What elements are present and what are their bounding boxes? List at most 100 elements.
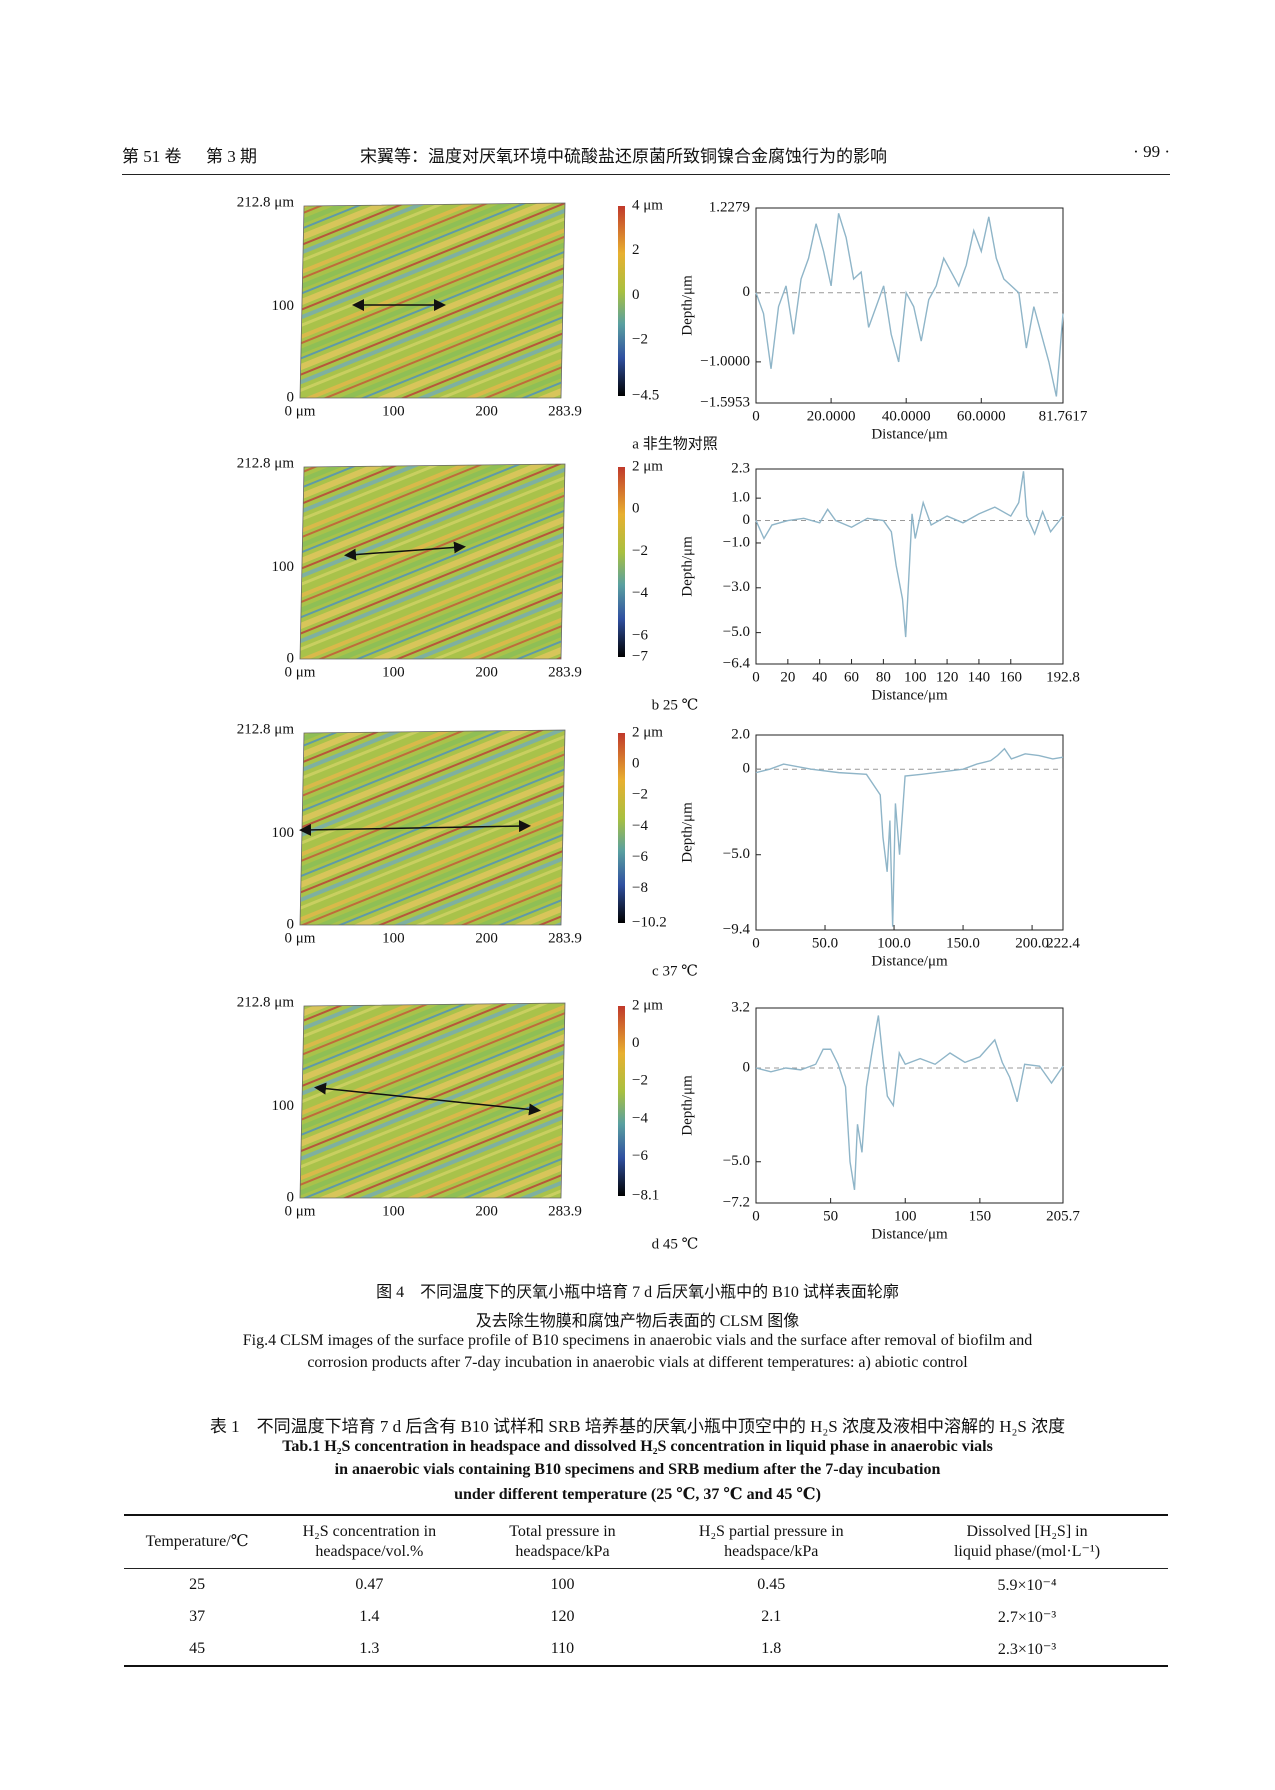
map-y-label: 100 bbox=[272, 298, 295, 314]
x-tick-label: 150 bbox=[969, 1208, 992, 1224]
x-tick-label: 100 bbox=[894, 1208, 917, 1224]
colorbar bbox=[618, 733, 625, 923]
x-tick-label: 50 bbox=[823, 1208, 838, 1224]
column-header: Dissolved [H₂S] in liquid phase/(mol·L⁻¹… bbox=[886, 1516, 1168, 1569]
colorbar-label: −7 bbox=[632, 648, 648, 664]
column-header: H₂S partial pressure in headspace/kPa bbox=[656, 1516, 887, 1569]
x-axis-label: Distance/μm bbox=[871, 687, 948, 703]
y-tick-label: 0 bbox=[743, 284, 751, 300]
header-row: Temperature/℃ H₂S concentration in headsp… bbox=[124, 1516, 1168, 1569]
colorbar-label: −4.5 bbox=[632, 387, 659, 403]
figure-caption-zh: 及去除生物膜和腐蚀产物后表面的 CLSM 图像 bbox=[475, 1313, 800, 1330]
surface-map bbox=[299, 1002, 566, 1199]
table-cell: 1.4 bbox=[359, 1608, 380, 1625]
map-x-label: 283.9 bbox=[548, 403, 582, 419]
plot-frame bbox=[755, 468, 1064, 665]
table-cell: 120 bbox=[550, 1608, 575, 1625]
table-cell: 25 bbox=[189, 1576, 206, 1593]
colorbar-label: −8 bbox=[632, 880, 648, 896]
table-cell: 110 bbox=[550, 1640, 575, 1657]
colorbar-label: −2 bbox=[632, 332, 648, 348]
y-tick-label: −5.0 bbox=[723, 846, 750, 862]
map-x-label: 283.9 bbox=[548, 930, 582, 946]
x-tick-label: 40.0000 bbox=[882, 408, 931, 424]
table-cell: 0.47 bbox=[355, 1576, 384, 1593]
x-tick-label: 0 bbox=[752, 408, 760, 424]
table-cell: 2.7×10⁻³ bbox=[997, 1609, 1057, 1626]
table-row: 45 1.3 110 1.8 2.3×10⁻³ bbox=[124, 1633, 1168, 1665]
y-tick-label: −1.0 bbox=[723, 534, 750, 550]
x-tick-label: 20 bbox=[780, 669, 795, 685]
map-y-label: 0 bbox=[287, 650, 295, 666]
colorbar-label: 0 bbox=[632, 756, 640, 772]
header-rule bbox=[122, 174, 1170, 175]
volume: 第 51 卷 bbox=[122, 147, 182, 166]
x-tick-label: 81.7617 bbox=[1039, 408, 1088, 424]
colorbar-label: 0 bbox=[632, 1035, 640, 1051]
x-axis-label: Distance/μm bbox=[871, 953, 948, 969]
x-tick-label: 40 bbox=[812, 669, 827, 685]
map-x-label: 100 bbox=[382, 664, 405, 680]
plot-frame bbox=[755, 1007, 1064, 1204]
panel-label: d 45 ℃ bbox=[652, 1236, 699, 1252]
x-tick-label: 0 bbox=[752, 935, 760, 951]
map-x-label: 0 μm bbox=[285, 403, 316, 419]
table-cell: 45 bbox=[189, 1640, 206, 1657]
x-tick-label: 192.8 bbox=[1046, 669, 1080, 685]
map-x-label: 283.9 bbox=[548, 1203, 582, 1219]
x-tick-label: 100.0 bbox=[877, 935, 911, 951]
table-caption-zh: 表 1 不同温度下培育 7 d 后含有 B10 试样和 SRB 培养基的厌氧小瓶… bbox=[209, 1417, 1066, 1436]
map-y-label: 0 bbox=[287, 389, 295, 405]
page-number: · 99 · bbox=[1133, 142, 1170, 161]
surface-map bbox=[299, 202, 566, 399]
y-tick-label: 0 bbox=[743, 761, 751, 777]
y-axis-label: Depth/μm bbox=[679, 802, 695, 863]
y-tick-label: −5.0 bbox=[723, 1153, 750, 1169]
x-tick-label: 160 bbox=[1000, 669, 1023, 685]
y-tick-label: 3.2 bbox=[731, 999, 750, 1015]
table-cell: 1.8 bbox=[761, 1640, 782, 1657]
panel-label: c 37 ℃ bbox=[652, 963, 698, 979]
y-tick-label: 0 bbox=[743, 1059, 751, 1075]
column-header: Total pressure in headspace/kPa bbox=[468, 1516, 657, 1569]
table-cell: 2.1 bbox=[761, 1608, 782, 1625]
column-header: Temperature/℃ bbox=[124, 1516, 271, 1569]
map-x-label: 283.9 bbox=[548, 664, 582, 680]
profile-line bbox=[755, 1015, 1064, 1190]
profile-line bbox=[755, 471, 1064, 638]
y-axis-label: Depth/μm bbox=[679, 1075, 695, 1136]
colorbar-label: −10.2 bbox=[632, 914, 667, 930]
colorbar bbox=[618, 467, 625, 657]
y-tick-label: −1.0000 bbox=[700, 353, 750, 369]
x-tick-label: 60 bbox=[844, 669, 859, 685]
table-row: 37 1.4 120 2.1 2.7×10⁻³ bbox=[124, 1601, 1168, 1633]
x-tick-label: 100 bbox=[904, 669, 927, 685]
colorbar-label: 0 bbox=[632, 287, 640, 303]
running-title: 宋翼等：温度对厌氧环境中硫酸盐还原菌所致铜镍合金腐蚀行为的影响 bbox=[360, 147, 887, 166]
table-caption-en: Tab.1 H₂S concentration in headspace and… bbox=[282, 1438, 993, 1455]
y-tick-label: −1.5953 bbox=[700, 394, 750, 410]
map-y-label: 0 bbox=[287, 916, 295, 932]
y-axis-label: Depth/μm bbox=[679, 536, 695, 597]
colorbar-label: −8.1 bbox=[632, 1187, 659, 1203]
table-body: 25 0.47 100 0.45 5.9×10⁻⁴ 37 1.4 120 2.1 2.7×10⁻³… bbox=[124, 1569, 1168, 1666]
map-x-label: 200 bbox=[475, 403, 498, 419]
figure-caption-zh: 图 4 不同温度下的厌氧小瓶中培育 7 d 后厌氧小瓶中的 B10 试样表面轮廓 bbox=[376, 1284, 899, 1301]
colorbar-label: −2 bbox=[632, 543, 648, 559]
map-x-label: 0 μm bbox=[285, 1203, 316, 1219]
y-tick-label: −6.4 bbox=[723, 655, 751, 671]
colorbar-label: 4 μm bbox=[632, 197, 663, 213]
map-x-label: 100 bbox=[382, 403, 405, 419]
y-tick-label: −9.4 bbox=[723, 921, 751, 937]
map-y-label: 212.8 μm bbox=[237, 194, 295, 210]
table-cell: 0.45 bbox=[757, 1576, 786, 1593]
table: Temperature/℃ H₂S concentration in headsp… bbox=[124, 1516, 1168, 1665]
table-cell: 2.3×10⁻³ bbox=[997, 1641, 1057, 1658]
x-axis-label: Distance/μm bbox=[871, 1226, 948, 1242]
colorbar-label: 2 bbox=[632, 242, 640, 258]
panel-label: b 25 ℃ bbox=[652, 697, 699, 713]
